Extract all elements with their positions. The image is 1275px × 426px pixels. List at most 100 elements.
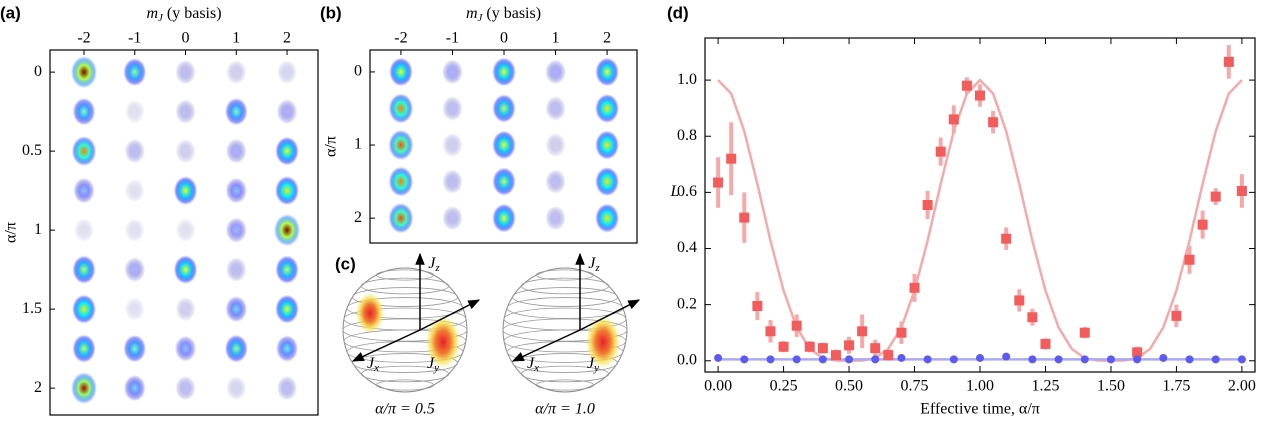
data-point bbox=[713, 177, 724, 188]
data-point bbox=[1080, 355, 1089, 364]
data-point bbox=[976, 353, 984, 362]
axis-label: Jz bbox=[428, 255, 440, 274]
population-spot bbox=[71, 372, 97, 404]
data-point bbox=[791, 320, 802, 331]
population-spot bbox=[545, 205, 566, 231]
plot-frame bbox=[369, 49, 638, 244]
population-spot bbox=[175, 218, 196, 243]
symbol: J bbox=[367, 355, 375, 372]
population-spot bbox=[595, 130, 620, 160]
subscript: x bbox=[533, 362, 539, 374]
latitude bbox=[520, 365, 610, 383]
axis-arrow bbox=[351, 329, 421, 362]
population-spot bbox=[275, 335, 299, 363]
population-spot bbox=[123, 58, 147, 87]
population-spot bbox=[442, 205, 463, 231]
symbol: J bbox=[588, 255, 596, 272]
population-spot bbox=[124, 178, 145, 203]
population-spot bbox=[71, 56, 98, 89]
population-spot bbox=[595, 57, 619, 87]
data-point bbox=[1079, 327, 1090, 338]
y-tick-label: 0 bbox=[354, 63, 362, 80]
population-spot bbox=[226, 376, 247, 401]
data-point bbox=[897, 353, 906, 362]
symbol: J bbox=[587, 355, 595, 372]
data-point bbox=[1159, 353, 1168, 362]
population-spot bbox=[225, 138, 247, 164]
latitude bbox=[343, 329, 467, 353]
population-spot bbox=[389, 57, 413, 87]
symbol: m bbox=[146, 5, 158, 22]
population-spot bbox=[225, 177, 248, 204]
data-point bbox=[844, 340, 855, 351]
population-spot bbox=[175, 59, 196, 85]
population-spot bbox=[595, 93, 620, 124]
axis-label: Jy bbox=[587, 355, 599, 374]
symbol: J bbox=[427, 355, 435, 372]
population-spot bbox=[225, 217, 247, 243]
y-tick-label: 0.2 bbox=[677, 295, 697, 312]
population-spot bbox=[442, 169, 463, 194]
population-spot bbox=[224, 334, 248, 363]
x-tick-label: 1 bbox=[552, 30, 560, 47]
population-spot bbox=[276, 99, 298, 125]
axis-arrow bbox=[419, 299, 481, 331]
population-spot bbox=[225, 257, 247, 283]
y-tick-label: 0.8 bbox=[677, 127, 697, 144]
population-spot bbox=[275, 255, 299, 284]
population-spot bbox=[275, 294, 299, 324]
data-point bbox=[1040, 338, 1051, 349]
population-spot bbox=[173, 176, 198, 206]
population-spot bbox=[72, 294, 96, 324]
plot-frame bbox=[49, 49, 319, 416]
y-tick-label: 0.4 bbox=[677, 239, 697, 256]
population-spot bbox=[73, 177, 95, 204]
latitude bbox=[512, 287, 618, 307]
x-tick-label: 0.25 bbox=[770, 378, 798, 395]
population-spot bbox=[388, 129, 414, 161]
caption: α/π = 1.0 bbox=[535, 401, 595, 418]
data-point bbox=[948, 114, 959, 125]
latitude bbox=[346, 341, 464, 363]
population-spot bbox=[124, 138, 146, 164]
latitude bbox=[375, 379, 435, 391]
x-tick-label: -1 bbox=[446, 30, 459, 47]
population-spot bbox=[545, 96, 566, 121]
population-spot bbox=[175, 99, 196, 125]
population-spot bbox=[492, 203, 516, 233]
axis-label: Jx bbox=[527, 355, 539, 374]
population-spot bbox=[124, 297, 145, 322]
subscript: x bbox=[373, 362, 379, 374]
x-tick-label: 0 bbox=[182, 30, 190, 47]
population-spot bbox=[274, 214, 301, 247]
population-spot bbox=[173, 255, 198, 285]
population-spot bbox=[226, 59, 247, 85]
axis-arrow bbox=[579, 299, 641, 331]
x-tick-label: 1.75 bbox=[1162, 378, 1190, 395]
population-spot bbox=[225, 295, 248, 323]
latitude bbox=[360, 365, 450, 383]
population-spot bbox=[123, 334, 147, 363]
data-point bbox=[740, 355, 749, 364]
data-point bbox=[1236, 185, 1247, 196]
population-spot bbox=[175, 296, 196, 322]
population-spot bbox=[595, 166, 620, 197]
data-point bbox=[1211, 355, 1220, 364]
x-tick-label: 0.75 bbox=[901, 378, 929, 395]
axis-arrow bbox=[511, 329, 581, 362]
data-point bbox=[792, 355, 801, 364]
data-point bbox=[961, 80, 972, 91]
subscript: y bbox=[593, 362, 599, 374]
population-spot bbox=[124, 99, 145, 124]
data-point bbox=[766, 355, 775, 364]
population-spot bbox=[72, 255, 96, 284]
data-point bbox=[765, 326, 776, 337]
data-point bbox=[830, 350, 841, 361]
y-tick-label: 1.0 bbox=[677, 71, 697, 88]
population-spot bbox=[492, 167, 516, 196]
data-point bbox=[1027, 312, 1038, 323]
label-text: (y basis) bbox=[482, 5, 541, 22]
spin-spot bbox=[356, 293, 384, 333]
data-point bbox=[845, 355, 854, 364]
x-tick-label: -1 bbox=[128, 30, 141, 47]
